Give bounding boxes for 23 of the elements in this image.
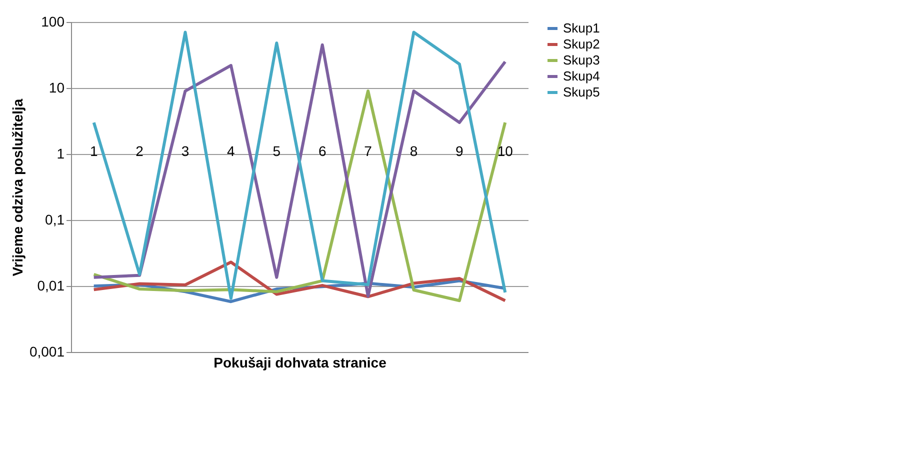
x-tick-label: 2 — [136, 143, 144, 159]
legend-label: Skup1 — [563, 20, 600, 36]
x-tick-label: 8 — [410, 143, 418, 159]
line-series — [92, 260, 507, 302]
x-tick-label: 10 — [497, 143, 514, 159]
y-tick-label: 0,01 — [37, 278, 65, 294]
x-axis-title: Pokušaji dohvata stranice — [214, 354, 387, 370]
y-tick-label: 0,1 — [45, 212, 65, 228]
x-tick-label: 7 — [364, 143, 372, 159]
legend-label: Skup5 — [563, 84, 600, 100]
y-tick-label: 100 — [41, 14, 65, 30]
x-tick-label: 5 — [272, 143, 281, 159]
x-tick-label: 3 — [181, 143, 190, 159]
y-axis-title: Vrijeme odziva poslužitelja — [9, 98, 26, 276]
x-tick-label: 4 — [227, 143, 236, 159]
y-tick-label: 0,001 — [29, 344, 65, 360]
legend-label: Skup4 — [563, 68, 600, 84]
x-tick-label: 6 — [318, 143, 326, 159]
legend-label: Skup2 — [563, 36, 600, 52]
y-tick-label: 10 — [48, 80, 65, 96]
x-tick-label: 1 — [90, 143, 98, 159]
legend-label: Skup3 — [563, 52, 600, 68]
x-tick-label: 9 — [456, 143, 464, 159]
